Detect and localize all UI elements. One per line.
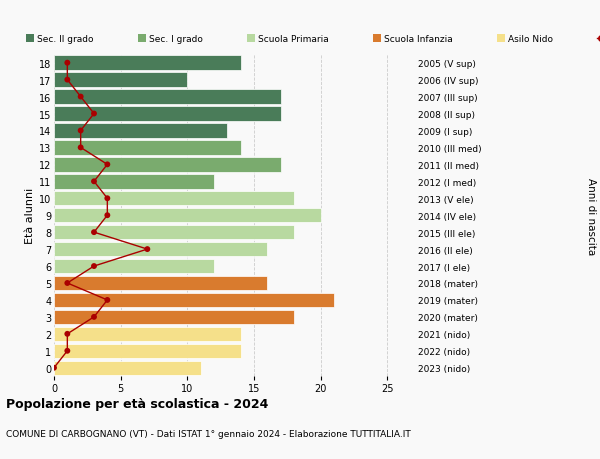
Point	[62, 77, 72, 84]
Point	[103, 212, 112, 219]
Point	[62, 60, 72, 67]
Point	[89, 178, 99, 185]
Bar	[54, 242, 268, 257]
Bar	[54, 344, 241, 358]
Point	[143, 246, 152, 253]
Bar	[54, 327, 241, 341]
Bar	[54, 141, 241, 155]
Point	[89, 263, 99, 270]
Bar	[54, 259, 214, 274]
Bar	[54, 361, 200, 375]
Point	[49, 364, 59, 372]
Bar	[54, 124, 227, 138]
Text: Anni di nascita: Anni di nascita	[586, 177, 596, 254]
Point	[89, 229, 99, 236]
Bar	[54, 276, 268, 291]
Point	[76, 145, 85, 152]
Point	[103, 195, 112, 202]
Point	[89, 313, 99, 321]
Bar	[54, 90, 281, 105]
Point	[89, 111, 99, 118]
Bar	[54, 208, 320, 223]
Bar	[54, 192, 294, 206]
Text: Popolazione per età scolastica - 2024: Popolazione per età scolastica - 2024	[6, 397, 268, 410]
Point	[62, 330, 72, 338]
Bar	[54, 73, 187, 88]
Bar	[54, 56, 241, 71]
Bar	[54, 310, 294, 325]
Point	[76, 94, 85, 101]
Bar	[54, 225, 294, 240]
Point	[76, 128, 85, 135]
Point	[62, 280, 72, 287]
Bar	[54, 107, 281, 122]
Text: COMUNE DI CARBOGNANO (VT) - Dati ISTAT 1° gennaio 2024 - Elaborazione TUTTITALIA: COMUNE DI CARBOGNANO (VT) - Dati ISTAT 1…	[6, 429, 411, 438]
Point	[103, 297, 112, 304]
Y-axis label: Età alunni: Età alunni	[25, 188, 35, 244]
Bar	[54, 293, 334, 308]
Bar	[54, 158, 281, 172]
Legend: Sec. II grado, Sec. I grado, Scuola Primaria, Scuola Infanzia, Asilo Nido, Stran: Sec. II grado, Sec. I grado, Scuola Prim…	[26, 35, 600, 44]
Point	[62, 347, 72, 355]
Point	[103, 161, 112, 168]
Bar	[54, 175, 214, 189]
